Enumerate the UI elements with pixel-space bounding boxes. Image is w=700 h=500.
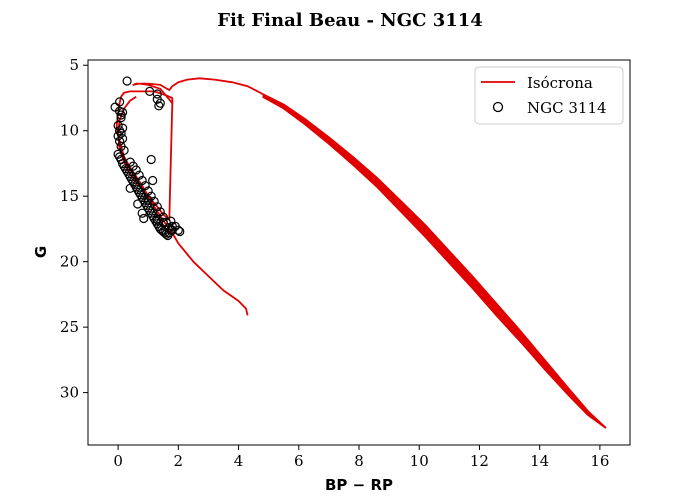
scatter-point [143,195,153,205]
x-tick-label: 14 [530,452,549,470]
chart-title: Fit Final Beau - NGC 3114 [217,10,483,31]
x-tick-label: 2 [174,452,184,470]
x-tick-label: 6 [294,452,304,470]
x-axis-label: BP − RP [325,476,393,494]
scatter-point [164,223,174,233]
scatter-point [134,170,144,180]
scatter-point [137,175,147,186]
y-tick-label: 15 [60,187,79,205]
x-tick-label: 0 [113,452,123,470]
scatter-point [117,123,128,133]
scatter-point [113,120,123,131]
scatter-point [139,213,149,224]
y-tick-label: 20 [60,253,79,271]
x-axis-ticks: 0 2 4 6 8 10 12 14 16 [113,445,609,470]
scatter-point [122,166,132,176]
scatter-point [113,131,123,141]
scatter-point [148,175,158,186]
plot-area [110,76,607,429]
legend: Isócrona NGC 3114 [474,66,624,125]
scatter-point [133,199,143,209]
scatter-point [143,186,153,196]
x-tick-label: 4 [234,452,244,470]
x-tick-label: 12 [470,452,489,470]
scatter-point [116,128,126,138]
y-axis-label: G [32,246,50,258]
scatter-point [173,225,183,235]
y-axis-ticks: 5 10 15 20 25 30 [60,56,88,402]
scatter-point [125,183,135,193]
scatter-layer [110,76,185,241]
scatter-point [134,187,144,197]
scatter-point [166,216,176,226]
scatter-point [117,107,128,118]
y-tick-label: 25 [60,318,79,336]
y-tick-label: 10 [60,122,79,140]
scatter-point [152,89,162,99]
legend-label-isochrone: Isócrona [527,74,593,92]
y-tick-label: 5 [69,56,79,74]
x-tick-label: 16 [590,452,609,470]
scatter-point [152,202,162,212]
legend-label-cluster: NGC 3114 [527,99,607,117]
scatter-point [114,97,125,107]
scatter-point [155,207,165,217]
scatter-point [137,208,147,218]
scatter-point [146,154,156,165]
legend-circle-swatch [492,101,504,113]
scatter-point [154,101,164,111]
scatter-point [131,165,141,175]
y-tick-label: 30 [60,384,79,402]
x-tick-label: 8 [354,452,364,470]
scatter-point [149,196,159,206]
scatter-point [117,134,128,144]
scatter-point [140,181,150,191]
scatter-point [122,76,132,86]
isochrone-band-fill [262,94,606,428]
x-tick-label: 10 [410,452,429,470]
scatter-point [175,226,185,237]
scatter-point [152,215,162,225]
scatter-point [158,212,168,222]
scatter-point [161,217,171,227]
scatter-point [116,112,126,123]
isochrone-line-segment-0 [115,90,249,316]
isochrone-layer [115,77,607,429]
